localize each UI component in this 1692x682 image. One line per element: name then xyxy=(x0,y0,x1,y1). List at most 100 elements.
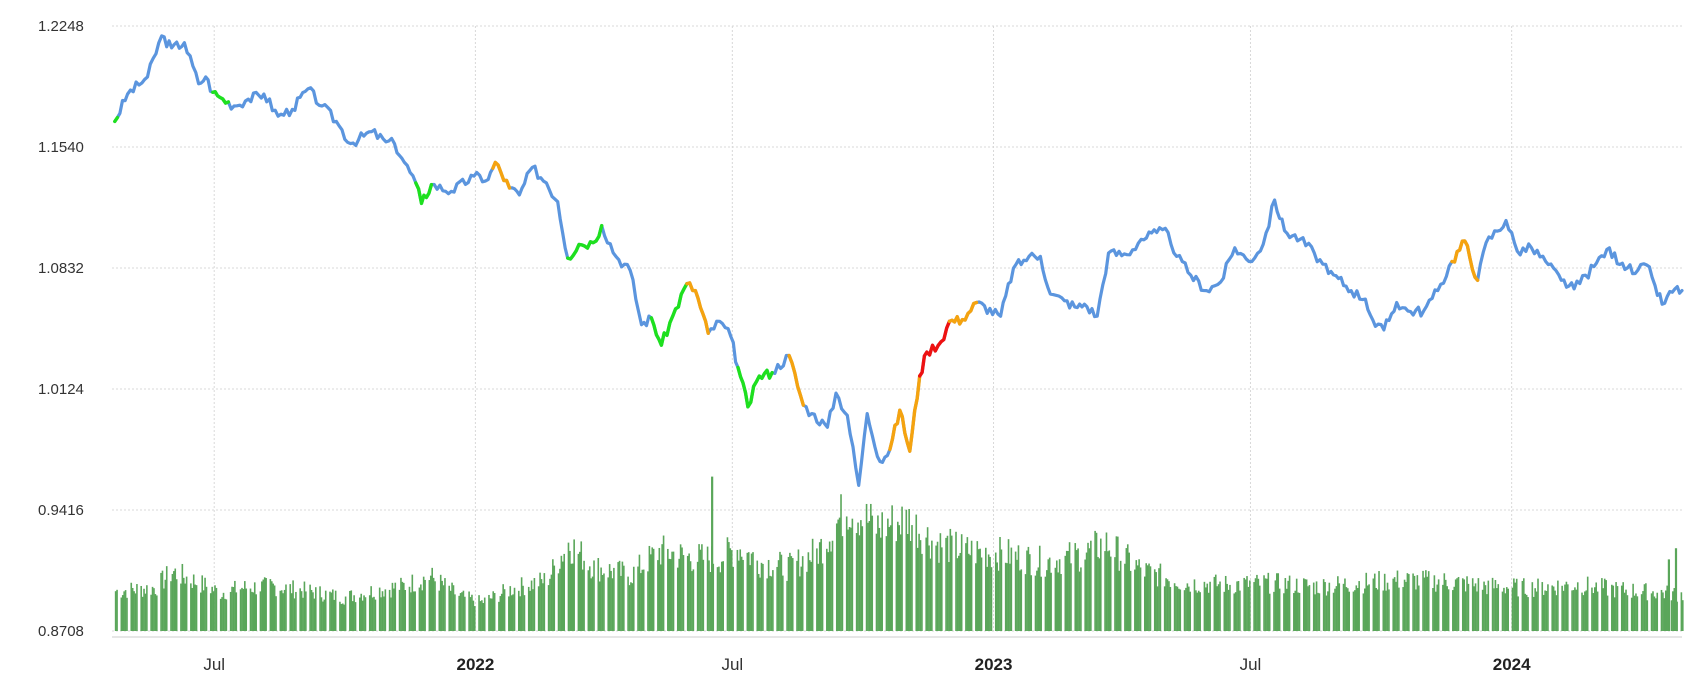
volume-bar xyxy=(688,553,690,631)
volume-bar xyxy=(630,582,632,631)
volume-bar xyxy=(1048,557,1051,631)
volume-bar xyxy=(1484,585,1487,631)
volume-bar xyxy=(601,575,604,631)
volume-bar xyxy=(438,590,441,631)
volume-bar xyxy=(422,576,425,631)
volume-bar xyxy=(219,598,222,631)
volume-bar xyxy=(182,577,185,631)
volume-bar xyxy=(116,589,118,631)
volume-bar xyxy=(431,567,433,631)
volume-bar xyxy=(512,594,514,631)
volume-bar xyxy=(1672,591,1674,631)
volume-bar xyxy=(581,569,584,631)
volume-bar xyxy=(400,577,402,631)
volume-bar xyxy=(708,560,710,631)
volume-bar xyxy=(1396,570,1399,631)
volume-bar xyxy=(958,555,960,631)
volume-bar xyxy=(1632,583,1634,631)
volume-bar xyxy=(151,586,154,631)
volume-bar xyxy=(1247,586,1250,631)
volume-bar xyxy=(855,533,858,631)
volume-bar xyxy=(979,548,981,631)
volume-bar xyxy=(1115,536,1118,631)
volume-bar xyxy=(1656,592,1659,631)
volume-bar xyxy=(1586,576,1589,631)
volume-bar xyxy=(580,541,583,631)
volume-bar xyxy=(588,566,591,631)
volume-bar xyxy=(1312,582,1315,631)
volume-bar xyxy=(244,581,246,631)
volume-bar xyxy=(569,550,571,631)
volume-bar xyxy=(540,579,543,631)
volume-bar xyxy=(1552,586,1555,631)
volume-bar xyxy=(1442,584,1444,631)
volume-bar xyxy=(850,527,852,631)
volume-bar xyxy=(659,564,662,631)
volume-bar xyxy=(1185,587,1187,631)
volume-bar xyxy=(1551,585,1554,631)
volume-bar xyxy=(380,597,382,631)
volume-bar xyxy=(1417,585,1420,631)
volume-bar xyxy=(1413,575,1416,631)
price-segment-red xyxy=(918,319,952,378)
volume-bar xyxy=(901,506,903,631)
volume-bar xyxy=(791,558,794,631)
volume-bar xyxy=(667,548,669,631)
volume-bar xyxy=(1584,591,1586,631)
x-tick-label: 2023 xyxy=(975,655,1013,674)
volume-bar xyxy=(401,581,404,631)
volume-bar xyxy=(1268,593,1271,631)
volume-bar xyxy=(354,602,357,631)
volume-bar xyxy=(820,538,822,631)
volume-bar xyxy=(936,541,939,631)
volume-bar xyxy=(451,582,453,631)
volume-bar xyxy=(1199,592,1201,631)
volume-bar xyxy=(305,591,307,631)
volume-bar xyxy=(290,593,293,631)
volume-bar xyxy=(835,523,838,631)
volume-bar xyxy=(1593,587,1596,631)
volume-bar xyxy=(1487,580,1490,631)
volume-bar xyxy=(1467,583,1470,631)
volume-bar xyxy=(323,599,326,631)
volume-bar xyxy=(1227,589,1230,631)
volume-bar xyxy=(729,548,732,631)
volume-bar xyxy=(577,553,580,631)
volume-bar xyxy=(454,594,456,631)
volume-bar xyxy=(1156,586,1159,631)
volume-bar xyxy=(1625,589,1627,631)
volume-bar xyxy=(1481,589,1484,631)
volume-bar xyxy=(185,576,188,631)
volume-bar xyxy=(905,509,908,631)
volume-bar xyxy=(1337,576,1339,631)
volume-bar xyxy=(742,559,744,631)
volume-bar xyxy=(340,603,343,631)
volume-bar xyxy=(1660,589,1663,631)
volume-bar xyxy=(1680,592,1683,631)
volume-bar xyxy=(458,595,460,631)
volume-bar xyxy=(222,592,225,631)
volume-bar xyxy=(1055,560,1058,631)
volume-bar xyxy=(353,595,355,631)
volume-bar xyxy=(358,597,361,631)
volume-bar xyxy=(986,566,989,631)
volume-bar xyxy=(1027,546,1030,631)
volume-bar xyxy=(987,554,990,631)
volume-bar xyxy=(124,590,127,631)
volume-bar xyxy=(131,587,134,631)
volume-bar xyxy=(492,591,495,631)
volume-bar xyxy=(428,580,431,631)
volume-bar xyxy=(134,593,137,631)
volume-bar xyxy=(1408,574,1410,631)
volume-bar xyxy=(1453,586,1456,631)
volume-bar xyxy=(1189,591,1192,631)
volume-bar xyxy=(1581,592,1583,631)
volume-bar xyxy=(617,562,619,631)
volume-bar xyxy=(334,590,337,631)
volume-bar xyxy=(1633,595,1636,631)
volume-bar xyxy=(1239,590,1241,631)
volume-bar xyxy=(1158,568,1160,631)
volume-bar xyxy=(500,593,503,631)
volume-bar xyxy=(1026,550,1028,631)
volume-bar xyxy=(608,564,611,631)
